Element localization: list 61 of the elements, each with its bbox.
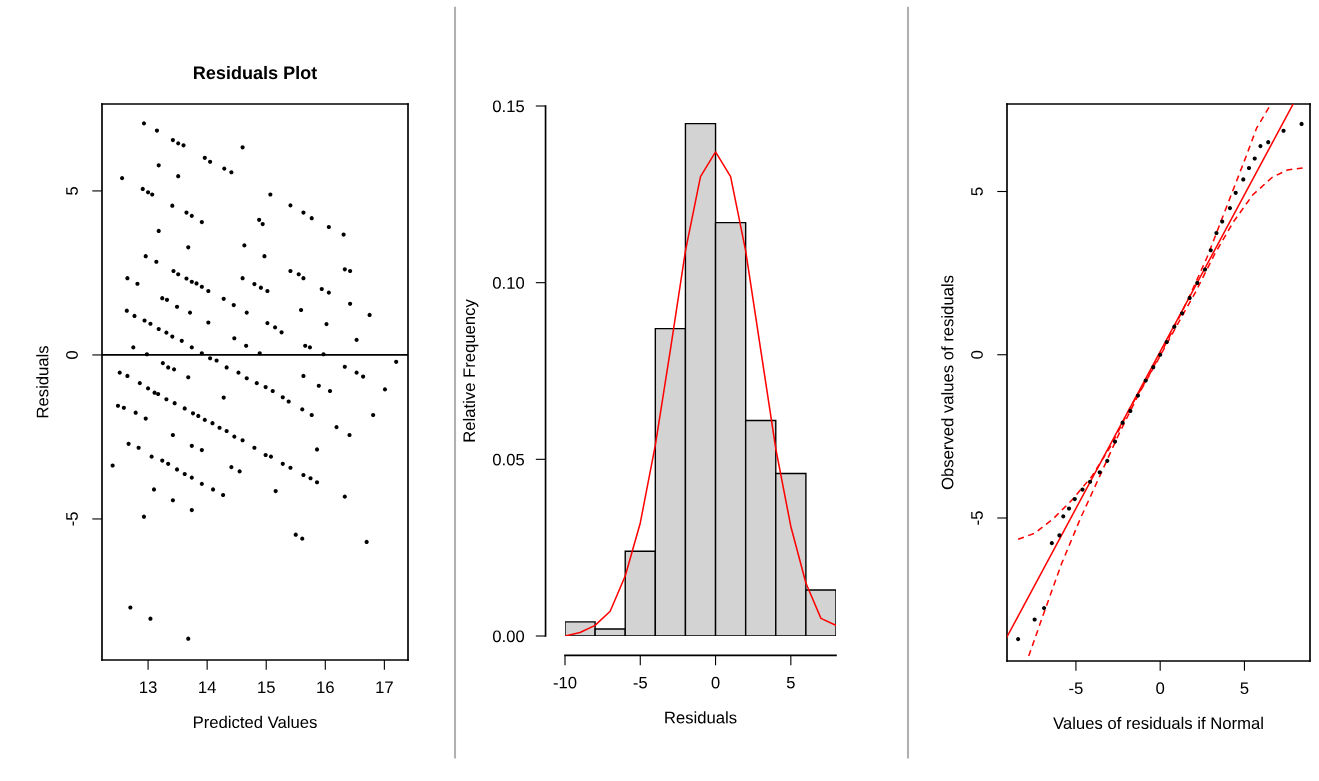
y-tick-label: -5 [971, 511, 983, 525]
x-tick-label: 5 [786, 676, 795, 689]
point [1258, 144, 1263, 149]
x-tick-label: 13 [140, 681, 157, 694]
y-tick-label: 0.15 [492, 100, 525, 113]
point [1233, 190, 1238, 195]
x-tick-label: 0 [711, 676, 720, 689]
y-tick-label: 0.05 [492, 453, 525, 466]
point [1061, 514, 1066, 519]
x-tick-label: 5 [1240, 682, 1249, 695]
x-axis-title: Predicted Values [193, 715, 317, 729]
x-tick-label: -5 [1069, 682, 1083, 695]
point [1208, 248, 1213, 253]
point [1135, 393, 1141, 398]
y-tick-label: 0.00 [492, 630, 525, 643]
point [1128, 408, 1133, 413]
x-axis-title: Residuals [665, 711, 737, 724]
point [1158, 352, 1163, 357]
x-tick-label: -5 [633, 676, 647, 689]
y-tick-label: 5 [971, 187, 983, 196]
point [1112, 439, 1118, 444]
point [1164, 339, 1169, 345]
point [1057, 533, 1062, 538]
chart-title: Residuals Plot [194, 65, 317, 80]
y-tick-label: 0 [66, 350, 78, 359]
point [1016, 637, 1021, 642]
point [1281, 128, 1286, 133]
y-axis-title: Residuals [36, 346, 49, 418]
x-tick-label: 16 [317, 681, 334, 694]
y-tick-label: 5 [66, 186, 78, 195]
line-series [565, 151, 836, 636]
point [1088, 479, 1093, 484]
point [1049, 541, 1054, 546]
y-tick-label: 0 [971, 350, 983, 359]
x-tick-label: 0 [1156, 682, 1165, 695]
point [1299, 121, 1304, 126]
point [1202, 267, 1208, 272]
point [1187, 295, 1192, 301]
point [1041, 606, 1047, 611]
y-tick-label: -5 [66, 512, 78, 526]
point [1195, 280, 1200, 285]
point [1266, 140, 1271, 145]
x-tick-label: 15 [258, 681, 275, 694]
x-axis-title: Values of residuals if Normal [1053, 716, 1263, 730]
x-tick-label: 17 [376, 681, 393, 693]
point [1220, 219, 1225, 224]
point [1151, 365, 1156, 370]
point [1105, 458, 1110, 463]
y-tick-label: 0.10 [492, 277, 525, 289]
point [1227, 206, 1233, 211]
point [1066, 506, 1072, 511]
point [1097, 470, 1102, 475]
point [1241, 177, 1246, 182]
point [1180, 311, 1185, 316]
y-axis-title: Observed values of residuals [941, 275, 954, 490]
x-tick-label: -10 [553, 676, 577, 689]
point [1072, 496, 1077, 502]
y-axis-title: Relative Frequency [462, 299, 479, 442]
point [1172, 324, 1177, 329]
x-tick-label: 14 [199, 681, 216, 693]
point [1214, 230, 1219, 236]
